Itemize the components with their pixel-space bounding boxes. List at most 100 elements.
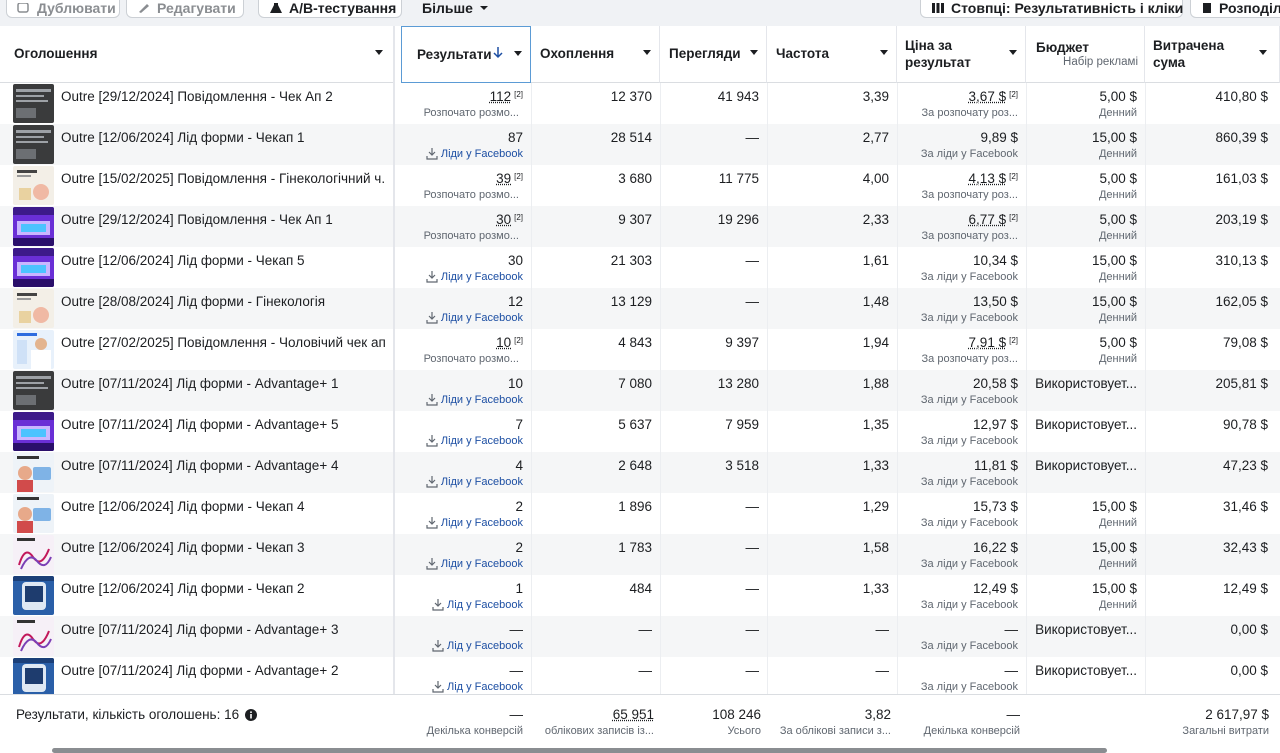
ad-thumbnail[interactable] bbox=[13, 289, 54, 328]
ad-name-link[interactable]: Outre [07/11/2024] Лід форми - Advantage… bbox=[61, 458, 339, 473]
table-row[interactable]: Outre [12/06/2024] Лід форми - Чекап 1 87… bbox=[0, 124, 1280, 165]
sort-descending-icon[interactable] bbox=[493, 46, 503, 59]
table-row[interactable]: Outre [29/12/2024] Повідомлення - Чек Ап… bbox=[0, 206, 1280, 247]
horizontal-scrollbar[interactable] bbox=[52, 748, 1107, 753]
chevron-down-icon[interactable] bbox=[750, 50, 758, 55]
totals-reach[interactable]: 65 951 bbox=[612, 707, 654, 722]
ad-name-link[interactable]: Outre [12/06/2024] Лід форми - Чекап 2 bbox=[61, 581, 305, 596]
table-row[interactable]: Outre [28/08/2024] Лід форми - Гінеколог… bbox=[0, 288, 1280, 329]
ad-thumbnail[interactable] bbox=[13, 207, 54, 246]
lead-form-link[interactable]: Ліди у Facebook bbox=[426, 147, 523, 160]
lead-form-link[interactable]: Ліди у Facebook bbox=[426, 516, 523, 529]
table-row[interactable]: Outre [27/02/2025] Повідомлення - Чолові… bbox=[0, 329, 1280, 370]
attribution-footnote-marker[interactable]: [2] bbox=[1009, 336, 1018, 345]
ad-thumbnail[interactable] bbox=[13, 166, 54, 205]
table-row[interactable]: Outre [15/02/2025] Повідомлення - Гінеко… bbox=[0, 165, 1280, 206]
ad-thumbnail[interactable] bbox=[13, 330, 54, 369]
lead-form-link[interactable]: Ліди у Facebook bbox=[426, 311, 523, 324]
attribution-footnote-marker[interactable]: [2] bbox=[1009, 213, 1018, 222]
chevron-down-icon[interactable] bbox=[1259, 50, 1267, 55]
lead-form-link[interactable]: Ліди у Facebook bbox=[426, 393, 523, 406]
ad-name-link[interactable]: Outre [12/06/2024] Лід форми - Чекап 4 bbox=[61, 499, 305, 514]
table-row[interactable]: Outre [12/06/2024] Лід форми - Чекап 2 1 Л… bbox=[0, 575, 1280, 616]
ad-name-link[interactable]: Outre [12/06/2024] Лід форми - Чекап 5 bbox=[61, 253, 305, 268]
info-icon[interactable] bbox=[245, 708, 258, 721]
ad-name-link[interactable]: Outre [07/11/2024] Лід форми - Advantage… bbox=[61, 417, 339, 432]
edit-button[interactable]: Редагувати bbox=[126, 0, 244, 18]
ad-name-link[interactable]: Outre [12/06/2024] Лід форми - Чекап 1 bbox=[61, 130, 305, 145]
attribution-footnote-marker[interactable]: [2] bbox=[1009, 90, 1018, 99]
value-results[interactable]: 10 [2] bbox=[496, 335, 523, 350]
ad-name-link[interactable]: Outre [07/11/2024] Лід форми - Advantage… bbox=[61, 663, 339, 678]
columns-dropdown[interactable]: Стовпці: Результативність і кліки bbox=[920, 0, 1199, 18]
value-results[interactable]: 112 [2] bbox=[490, 89, 523, 104]
chevron-down-icon[interactable] bbox=[1009, 50, 1017, 55]
duplicate-button[interactable]: Дублювати bbox=[6, 0, 120, 18]
ad-name-link[interactable]: Outre [15/02/2025] Повідомлення - Гінеко… bbox=[61, 171, 386, 186]
attribution-footnote-marker[interactable]: [2] bbox=[514, 90, 523, 99]
value-results[interactable]: 30 [2] bbox=[496, 212, 523, 227]
ad-thumbnail[interactable] bbox=[13, 576, 54, 615]
chevron-down-icon[interactable] bbox=[643, 50, 651, 55]
attribution-footnote-marker[interactable]: [2] bbox=[514, 172, 523, 181]
ad-name-link[interactable]: Outre [07/11/2024] Лід форми - Advantage… bbox=[61, 376, 339, 391]
breakdown-dropdown[interactable]: Розподіл bbox=[1190, 0, 1280, 18]
results-text: 87 bbox=[507, 130, 523, 145]
column-header-cost-per-result[interactable]: Ціна за результат bbox=[897, 26, 1026, 83]
column-header-reach[interactable]: Охоплення bbox=[531, 26, 660, 83]
column-header-frequency[interactable]: Частота bbox=[767, 26, 897, 83]
ad-thumbnail[interactable] bbox=[13, 125, 54, 164]
table-row[interactable]: Outre [07/11/2024] Лід форми - Advantage… bbox=[0, 616, 1280, 657]
ad-name-link[interactable]: Outre [12/06/2024] Лід форми - Чекап 3 bbox=[61, 540, 305, 555]
attribution-footnote-marker[interactable]: [2] bbox=[1009, 172, 1018, 181]
cpr-label-line2: результат bbox=[905, 55, 971, 70]
ad-thumbnail[interactable] bbox=[13, 412, 54, 451]
table-row[interactable]: Outre [07/11/2024] Лід форми - Advantage… bbox=[0, 370, 1280, 411]
table-row[interactable]: Outre [29/12/2024] Повідомлення - Чек Ап… bbox=[0, 83, 1280, 124]
ad-thumbnail[interactable] bbox=[13, 84, 54, 123]
ab-test-button[interactable]: A/B-тестування bbox=[258, 0, 402, 18]
lead-form-link[interactable]: Ліди у Facebook bbox=[426, 270, 523, 283]
value-cpr[interactable]: 7,91 $ [2] bbox=[969, 335, 1018, 350]
ad-thumbnail[interactable] bbox=[13, 371, 54, 410]
value-cpr[interactable]: 6,77 $ [2] bbox=[969, 212, 1018, 227]
value-cpr[interactable]: 3,67 $ [2] bbox=[969, 89, 1018, 104]
ad-name-link[interactable]: Outre [29/12/2024] Повідомлення - Чек Ап… bbox=[61, 212, 333, 227]
ad-thumbnail[interactable] bbox=[13, 535, 54, 574]
table-row[interactable]: Outre [12/06/2024] Лід форми - Чекап 5 30… bbox=[0, 247, 1280, 288]
lead-form-link[interactable]: Лід у Facebook bbox=[432, 639, 523, 652]
column-header-impressions[interactable]: Перегляди bbox=[660, 26, 767, 83]
chevron-down-icon[interactable] bbox=[514, 51, 522, 56]
table-row[interactable]: Outre [12/06/2024] Лід форми - Чекап 3 2 Л… bbox=[0, 534, 1280, 575]
ad-name-link[interactable]: Outre [28/08/2024] Лід форми - Гінеколог… bbox=[61, 294, 326, 309]
ad-name-link[interactable]: Outre [07/11/2024] Лід форми - Advantage… bbox=[61, 622, 339, 637]
column-header-spend[interactable]: Витрачена сума bbox=[1145, 26, 1280, 83]
table-row[interactable]: Outre [07/11/2024] Лід форми - Advantage… bbox=[0, 657, 1280, 698]
table-row[interactable]: Outre [07/11/2024] Лід форми - Advantage… bbox=[0, 411, 1280, 452]
ad-name-link[interactable]: Outre [29/12/2024] Повідомлення - Чек Ап… bbox=[61, 89, 333, 104]
ad-name-link[interactable]: Outre [27/02/2025] Повідомлення - Чолові… bbox=[61, 335, 386, 350]
cpr-text: 20,58 $ bbox=[972, 376, 1018, 391]
ad-thumbnail[interactable] bbox=[13, 248, 54, 287]
attribution-footnote-marker[interactable]: [2] bbox=[514, 336, 523, 345]
column-header-results[interactable]: Результати bbox=[401, 26, 531, 83]
more-dropdown[interactable]: Більше bbox=[412, 0, 492, 18]
ad-thumbnail[interactable] bbox=[13, 494, 54, 533]
chevron-down-icon[interactable] bbox=[880, 50, 888, 55]
value-results[interactable]: 39 [2] bbox=[496, 171, 523, 186]
ad-thumbnail[interactable] bbox=[13, 453, 54, 492]
lead-form-link[interactable]: Ліди у Facebook bbox=[426, 475, 523, 488]
lead-form-link[interactable]: Лід у Facebook bbox=[432, 598, 523, 611]
table-row[interactable]: Outre [07/11/2024] Лід форми - Advantage… bbox=[0, 452, 1280, 493]
lead-form-link[interactable]: Ліди у Facebook bbox=[426, 434, 523, 447]
lead-form-link[interactable]: Ліди у Facebook bbox=[426, 557, 523, 570]
chevron-down-icon[interactable] bbox=[375, 50, 383, 55]
column-header-budget[interactable]: Бюджет Набір рекламі bbox=[1026, 26, 1145, 83]
table-row[interactable]: Outre [12/06/2024] Лід форми - Чекап 4 2 Л… bbox=[0, 493, 1280, 534]
ad-thumbnail[interactable] bbox=[13, 617, 54, 656]
lead-form-link[interactable]: Лід у Facebook bbox=[432, 680, 523, 693]
attribution-footnote-marker[interactable]: [2] bbox=[514, 213, 523, 222]
ad-thumbnail[interactable] bbox=[13, 658, 54, 697]
value-cpr[interactable]: 4,13 $ [2] bbox=[969, 171, 1018, 186]
column-header-ad[interactable]: Оголошення bbox=[0, 26, 394, 83]
